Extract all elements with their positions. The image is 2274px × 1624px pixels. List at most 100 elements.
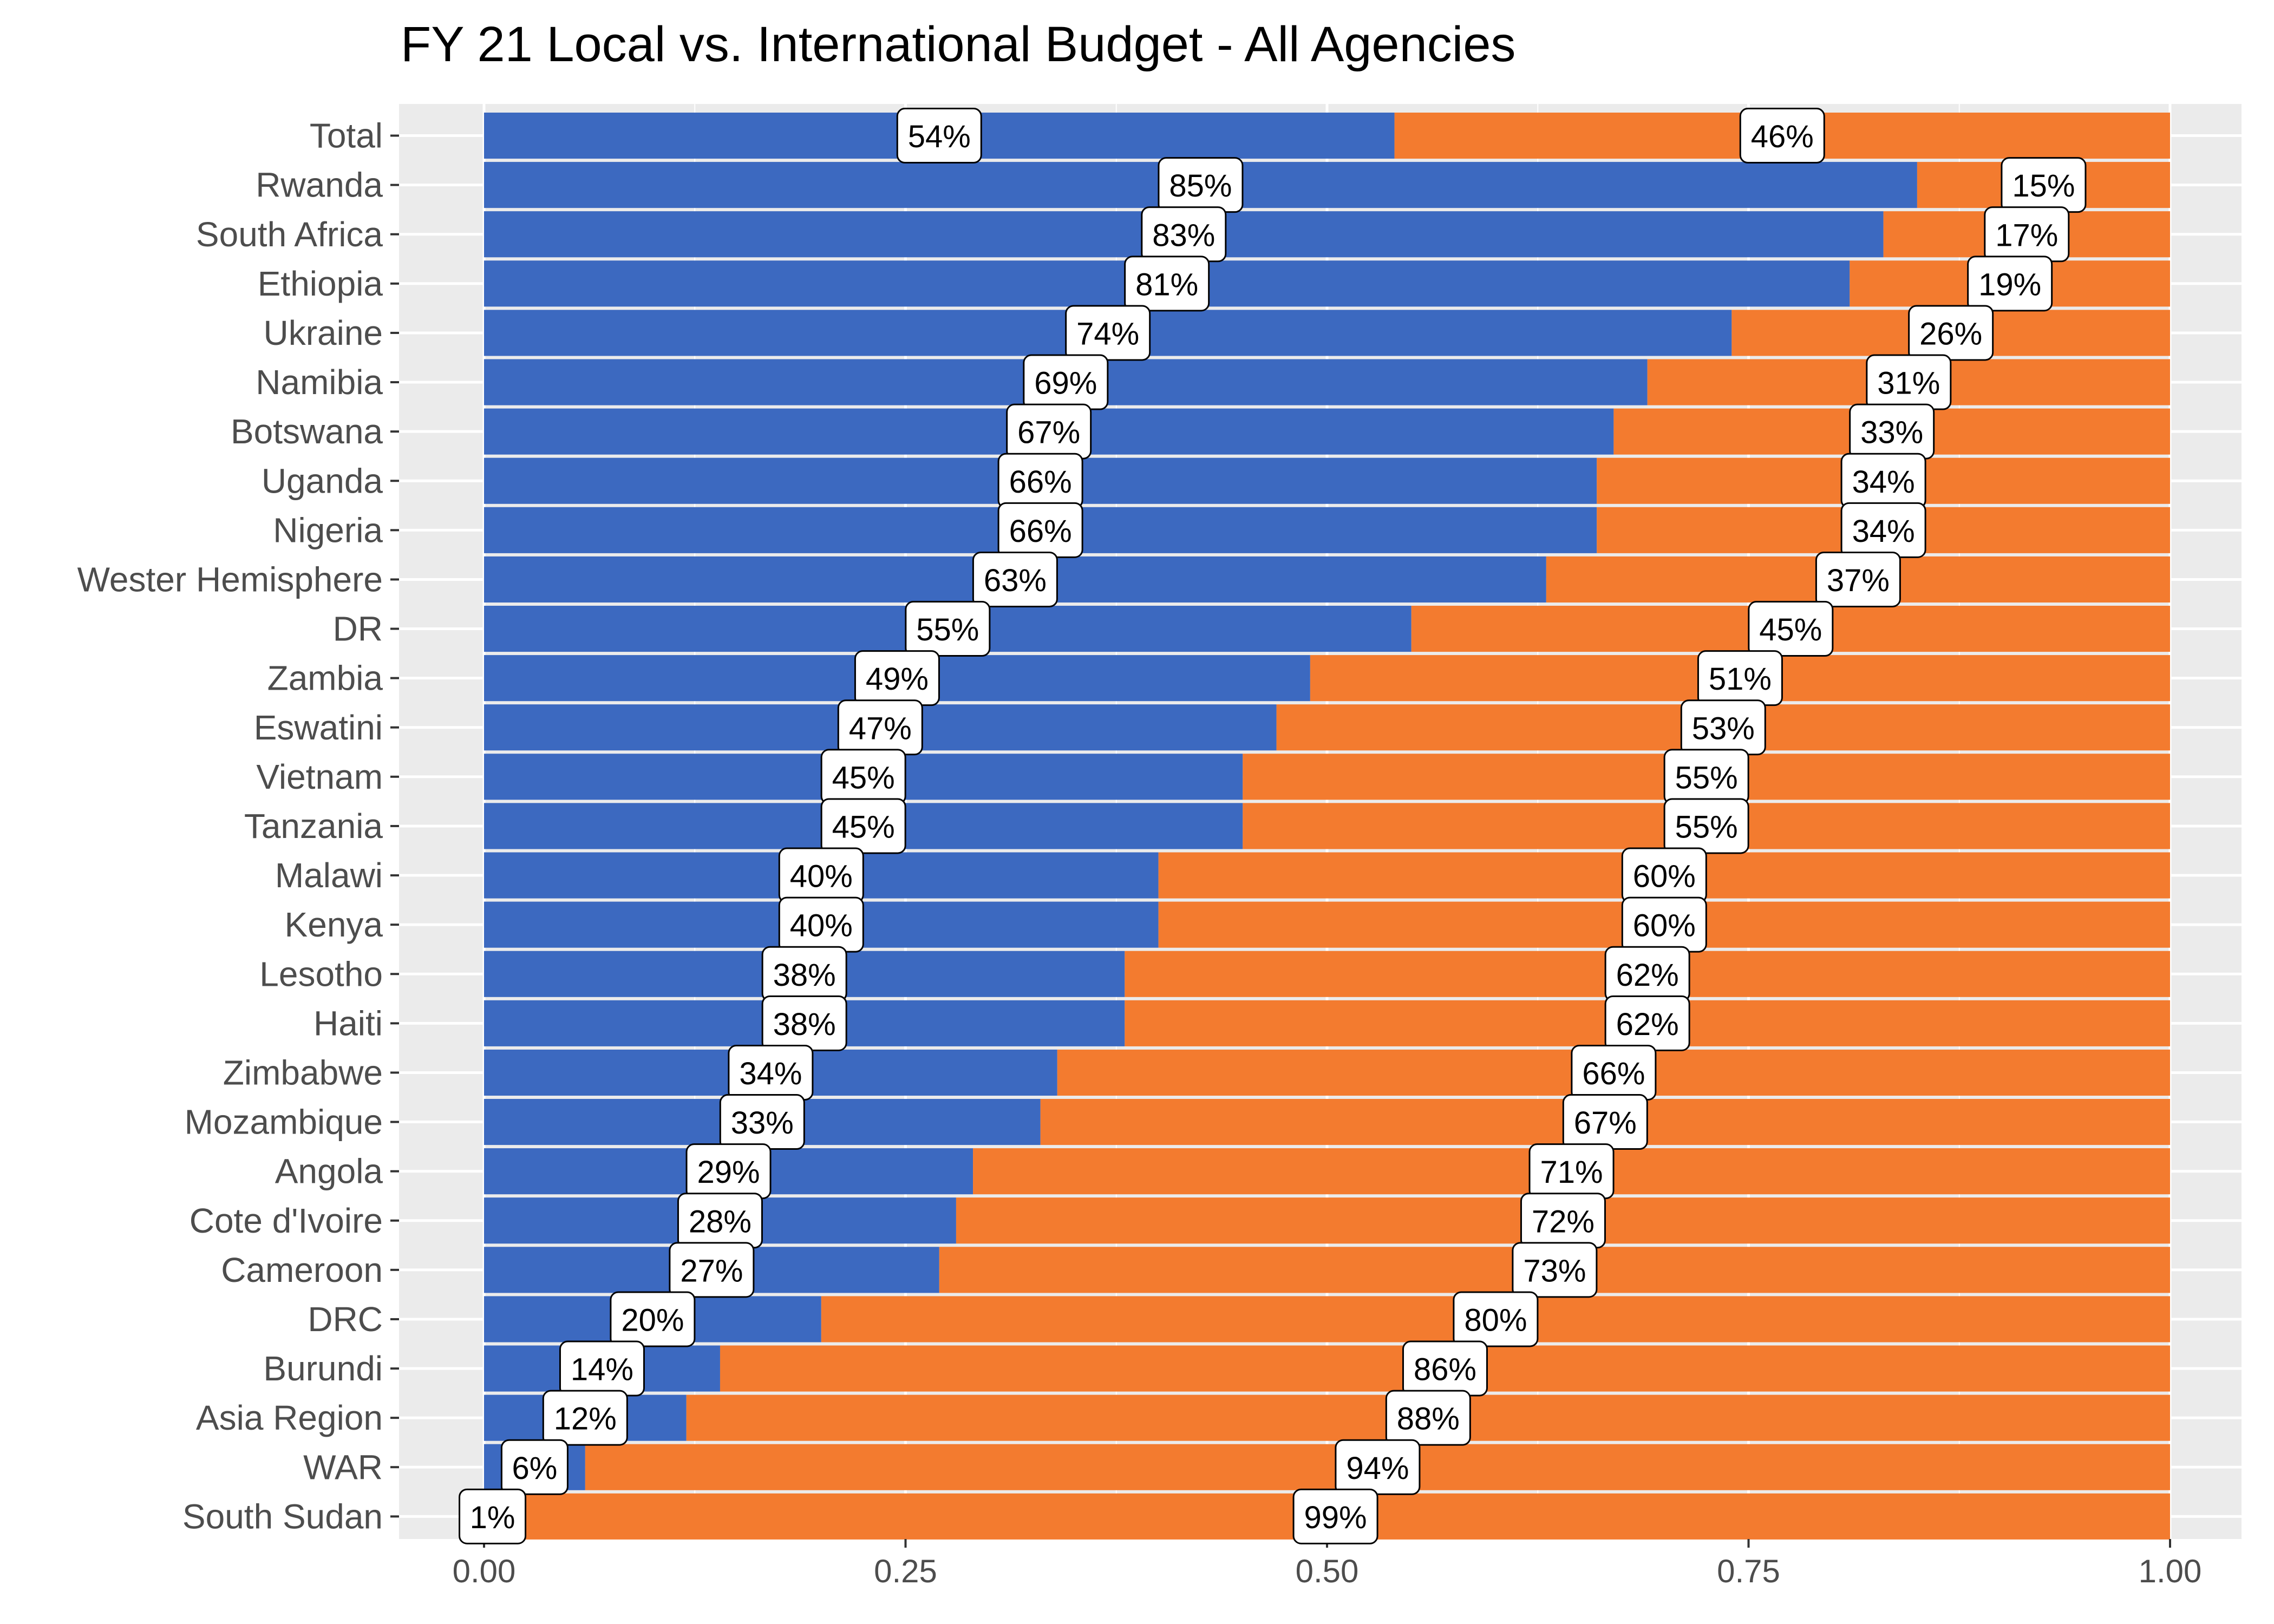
data-label: 26% bbox=[1908, 305, 1994, 361]
data-label: 34% bbox=[728, 1044, 814, 1101]
data-label-text: 51% bbox=[1709, 662, 1772, 697]
category-label: Cote d'Ivoire bbox=[190, 1201, 383, 1240]
category-label: Cameroon bbox=[221, 1250, 383, 1289]
data-label-text: 67% bbox=[1017, 415, 1080, 450]
data-label-text: 31% bbox=[1877, 366, 1940, 401]
data-label-text: 94% bbox=[1346, 1451, 1409, 1486]
data-label: 51% bbox=[1697, 650, 1783, 706]
data-label-box bbox=[500, 1439, 568, 1495]
data-label-text: 99% bbox=[1304, 1500, 1367, 1535]
data-label-text: 1% bbox=[470, 1500, 515, 1535]
x-tick-label: 0.25 bbox=[874, 1553, 937, 1589]
data-labels: 54% 46% 85% 15% 83% 17% 81% 19% 74% 26% 69% 31% 67% 3… bbox=[459, 108, 2087, 1544]
category-label: Haiti bbox=[313, 1004, 383, 1043]
x-tick-label: 0.00 bbox=[453, 1553, 516, 1589]
data-label-box bbox=[1453, 1291, 1539, 1347]
data-label: 60% bbox=[1621, 847, 1707, 903]
data-label-text: 60% bbox=[1633, 859, 1696, 894]
data-label-text: 26% bbox=[1919, 316, 1982, 351]
data-label-text: 34% bbox=[739, 1056, 802, 1091]
data-label-text: 80% bbox=[1464, 1302, 1527, 1338]
data-label-text: 34% bbox=[1852, 514, 1915, 549]
data-label: 88% bbox=[1385, 1390, 1471, 1446]
data-label-text: 15% bbox=[2012, 168, 2075, 204]
data-label-text: 14% bbox=[571, 1352, 633, 1387]
data-label: 55% bbox=[905, 601, 991, 657]
data-label: 1% bbox=[459, 1488, 527, 1544]
data-label: 49% bbox=[854, 650, 940, 706]
data-label: 66% bbox=[1571, 1044, 1657, 1101]
data-label: 71% bbox=[1528, 1143, 1615, 1200]
category-label: Ukraine bbox=[263, 313, 383, 352]
data-label: 33% bbox=[719, 1094, 805, 1150]
data-label-text: 34% bbox=[1852, 464, 1915, 500]
data-label-text: 55% bbox=[916, 612, 979, 647]
data-label-text: 63% bbox=[984, 563, 1047, 598]
category-label: Angola bbox=[275, 1152, 383, 1191]
data-label-text: 46% bbox=[1751, 119, 1814, 154]
category-label: Eswatini bbox=[254, 708, 383, 747]
data-label-box bbox=[1748, 601, 1834, 657]
data-label-text: 37% bbox=[1827, 563, 1890, 598]
data-label: 47% bbox=[837, 699, 923, 756]
data-label: 34% bbox=[1840, 453, 1926, 509]
data-label-text: 55% bbox=[1675, 809, 1738, 844]
category-label: Ethiopia bbox=[258, 264, 383, 303]
data-label: 67% bbox=[1562, 1094, 1648, 1150]
data-label-text: 66% bbox=[1582, 1056, 1645, 1091]
category-label: Mozambique bbox=[185, 1103, 383, 1142]
data-label-box bbox=[1739, 108, 1825, 164]
data-label-box bbox=[1124, 256, 1210, 312]
data-label-box bbox=[1512, 1242, 1598, 1298]
data-label-text: 60% bbox=[1633, 908, 1696, 944]
data-label-text: 20% bbox=[621, 1302, 684, 1338]
data-label-text: 54% bbox=[908, 119, 971, 154]
data-label-text: 85% bbox=[1169, 168, 1232, 204]
data-label: 20% bbox=[610, 1291, 696, 1347]
data-label: 17% bbox=[1984, 206, 2070, 263]
data-label-text: 81% bbox=[1135, 267, 1198, 302]
data-label: 33% bbox=[1849, 403, 1935, 460]
data-label: 80% bbox=[1453, 1291, 1539, 1347]
data-label-text: 19% bbox=[1978, 267, 2041, 302]
data-label: 29% bbox=[685, 1143, 772, 1200]
category-label: South Africa bbox=[196, 215, 383, 254]
data-label: 45% bbox=[820, 798, 906, 854]
data-label: 27% bbox=[669, 1242, 755, 1298]
category-label: Kenya bbox=[285, 905, 383, 944]
data-label-box bbox=[669, 1242, 755, 1298]
data-label: 81% bbox=[1124, 256, 1210, 312]
data-label: 6% bbox=[500, 1439, 568, 1495]
data-label-text: 28% bbox=[689, 1204, 752, 1239]
data-label-box bbox=[896, 108, 982, 164]
data-label: 74% bbox=[1065, 305, 1151, 361]
data-label: 53% bbox=[1680, 699, 1766, 756]
data-label-text: 67% bbox=[1574, 1105, 1637, 1141]
data-label: 67% bbox=[1006, 403, 1092, 460]
data-label: 37% bbox=[1815, 551, 1901, 607]
category-label: South Sudan bbox=[182, 1497, 383, 1536]
data-label: 40% bbox=[778, 896, 864, 953]
data-label: 55% bbox=[1663, 749, 1749, 805]
category-label: Vietnam bbox=[256, 757, 383, 796]
data-label: 62% bbox=[1604, 946, 1690, 1002]
category-label: Zambia bbox=[267, 659, 383, 698]
data-label: 85% bbox=[1158, 157, 1244, 213]
data-label-text: 86% bbox=[1414, 1352, 1476, 1387]
data-label-text: 40% bbox=[790, 859, 853, 894]
data-label: 28% bbox=[677, 1193, 763, 1249]
data-label-box bbox=[459, 1488, 527, 1544]
data-label: 60% bbox=[1621, 896, 1707, 953]
data-label: 63% bbox=[972, 551, 1058, 607]
data-label: 86% bbox=[1402, 1340, 1488, 1397]
data-label-text: 49% bbox=[866, 662, 929, 697]
category-label: Tanzania bbox=[244, 807, 383, 846]
data-label: 14% bbox=[559, 1340, 645, 1397]
data-label: 46% bbox=[1739, 108, 1825, 164]
data-label: 69% bbox=[1023, 354, 1109, 410]
data-label-text: 83% bbox=[1152, 218, 1215, 253]
data-label-text: 55% bbox=[1675, 760, 1738, 795]
category-label: Zimbabwe bbox=[223, 1053, 383, 1092]
data-label: 19% bbox=[1967, 256, 2053, 312]
data-label-box bbox=[542, 1390, 628, 1446]
